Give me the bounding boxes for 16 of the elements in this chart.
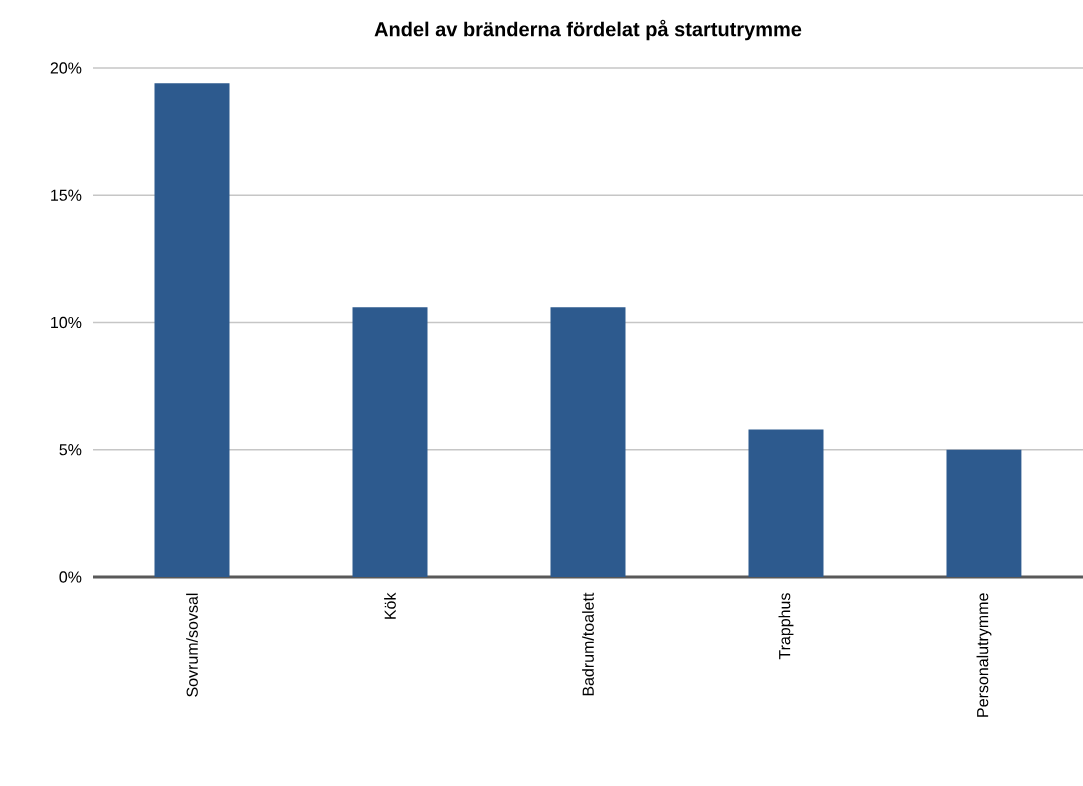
y-tick-label: 15% (51, 189, 82, 201)
x-tick-label: Trapphus (778, 593, 794, 660)
bar (748, 429, 824, 577)
x-tick-label: Sovrum/sovsal (186, 593, 198, 697)
chart-title: Andel av bränderna fördelat på startutrymme (374, 19, 802, 41)
x-tick-label: Kök (384, 592, 396, 619)
y-tick-label: 20% (50, 62, 82, 74)
y-tick-label: 10% (51, 316, 82, 329)
y-tick-label: 5% (59, 444, 82, 456)
bar (352, 307, 428, 577)
x-tick-label: Badrum/toalett (582, 592, 594, 696)
bar (550, 307, 626, 577)
bar (154, 83, 230, 577)
bar (946, 449, 1022, 577)
y-tick-label: 0% (59, 571, 82, 583)
x-tick-label: Personalutrymme (976, 593, 992, 717)
